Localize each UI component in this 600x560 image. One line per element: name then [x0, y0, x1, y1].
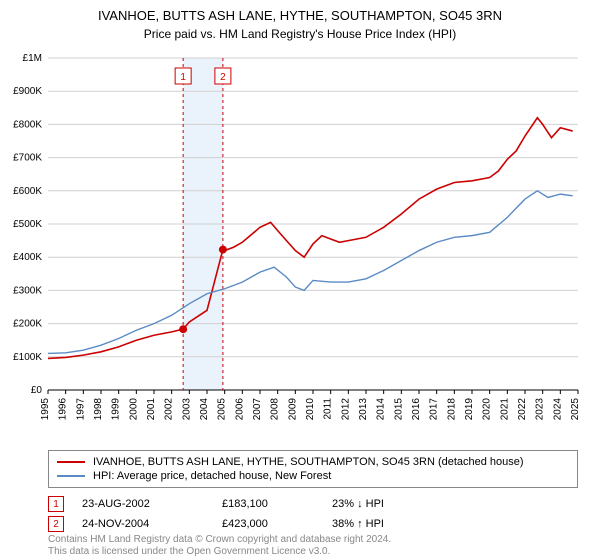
svg-text:2018: 2018: [446, 398, 457, 421]
svg-text:£800K: £800K: [13, 119, 42, 130]
legend-swatch: [57, 461, 85, 463]
svg-text:2005: 2005: [217, 398, 228, 421]
legend-label: IVANHOE, BUTTS ASH LANE, HYTHE, SOUTHAMP…: [93, 456, 524, 468]
copyright-footer: Contains HM Land Registry data © Crown c…: [48, 534, 391, 558]
legend-swatch: [57, 475, 85, 477]
svg-text:1995: 1995: [40, 398, 51, 421]
svg-text:2014: 2014: [376, 398, 387, 421]
sale-marker-row: 2 24-NOV-2004£423,00038% ↑ HPI: [48, 514, 578, 534]
svg-text:2: 2: [220, 72, 226, 83]
marker-number-badge: 2: [48, 516, 64, 532]
chart-subtitle: Price paid vs. HM Land Registry's House …: [0, 25, 600, 41]
svg-text:2016: 2016: [411, 398, 422, 421]
svg-text:2003: 2003: [181, 398, 192, 421]
footer-line: This data is licensed under the Open Gov…: [48, 546, 391, 558]
legend: IVANHOE, BUTTS ASH LANE, HYTHE, SOUTHAMP…: [48, 450, 578, 488]
svg-text:2010: 2010: [305, 398, 316, 421]
legend-item: IVANHOE, BUTTS ASH LANE, HYTHE, SOUTHAMP…: [57, 455, 569, 469]
svg-text:2019: 2019: [464, 398, 475, 421]
svg-text:2022: 2022: [517, 398, 528, 421]
svg-text:2013: 2013: [358, 398, 369, 421]
svg-text:2002: 2002: [164, 398, 175, 421]
svg-text:2006: 2006: [234, 398, 245, 421]
svg-text:2021: 2021: [499, 398, 510, 421]
svg-text:2001: 2001: [146, 398, 157, 421]
price-chart: £0£100K£200K£300K£400K£500K£600K£700K£80…: [48, 50, 578, 420]
marker-delta: 38% ↑ HPI: [332, 518, 452, 530]
svg-text:2012: 2012: [340, 398, 351, 421]
svg-text:2011: 2011: [323, 398, 334, 420]
svg-text:2000: 2000: [128, 398, 139, 421]
svg-text:2020: 2020: [482, 398, 493, 421]
svg-text:£1M: £1M: [23, 53, 42, 64]
svg-text:2008: 2008: [270, 398, 281, 421]
marker-date: 24-NOV-2004: [82, 518, 222, 530]
marker-number-badge: 1: [48, 496, 64, 512]
svg-text:2017: 2017: [429, 398, 440, 421]
svg-text:£500K: £500K: [13, 219, 42, 230]
marker-delta: 23% ↓ HPI: [332, 498, 452, 510]
footer-line: Contains HM Land Registry data © Crown c…: [48, 534, 391, 546]
svg-text:2023: 2023: [535, 398, 546, 421]
marker-price: £423,000: [222, 518, 332, 530]
svg-text:1996: 1996: [58, 398, 69, 421]
svg-text:2009: 2009: [287, 398, 298, 421]
svg-text:2025: 2025: [570, 398, 581, 421]
svg-text:1: 1: [180, 72, 186, 83]
svg-text:1998: 1998: [93, 398, 104, 421]
svg-text:2007: 2007: [252, 398, 263, 421]
svg-text:£100K: £100K: [13, 352, 42, 363]
svg-text:2015: 2015: [393, 398, 404, 421]
svg-text:£0: £0: [31, 385, 43, 396]
svg-text:£300K: £300K: [13, 285, 42, 296]
svg-text:£900K: £900K: [13, 86, 42, 97]
marker-price: £183,100: [222, 498, 332, 510]
legend-item: HPI: Average price, detached house, New …: [57, 469, 569, 483]
svg-text:£700K: £700K: [13, 153, 42, 164]
sale-marker-row: 1 23-AUG-2002£183,10023% ↓ HPI: [48, 494, 578, 514]
svg-text:£400K: £400K: [13, 252, 42, 263]
marker-date: 23-AUG-2002: [82, 498, 222, 510]
sale-marker-table: 1 23-AUG-2002£183,10023% ↓ HPI 2 24-NOV-200…: [48, 494, 578, 534]
svg-text:1999: 1999: [111, 398, 122, 421]
chart-title: IVANHOE, BUTTS ASH LANE, HYTHE, SOUTHAMP…: [0, 0, 600, 25]
svg-text:2004: 2004: [199, 398, 210, 421]
legend-label: HPI: Average price, detached house, New …: [93, 470, 331, 482]
svg-text:£200K: £200K: [13, 319, 42, 330]
svg-text:1997: 1997: [75, 398, 86, 421]
svg-text:£600K: £600K: [13, 186, 42, 197]
svg-text:2024: 2024: [552, 398, 563, 421]
